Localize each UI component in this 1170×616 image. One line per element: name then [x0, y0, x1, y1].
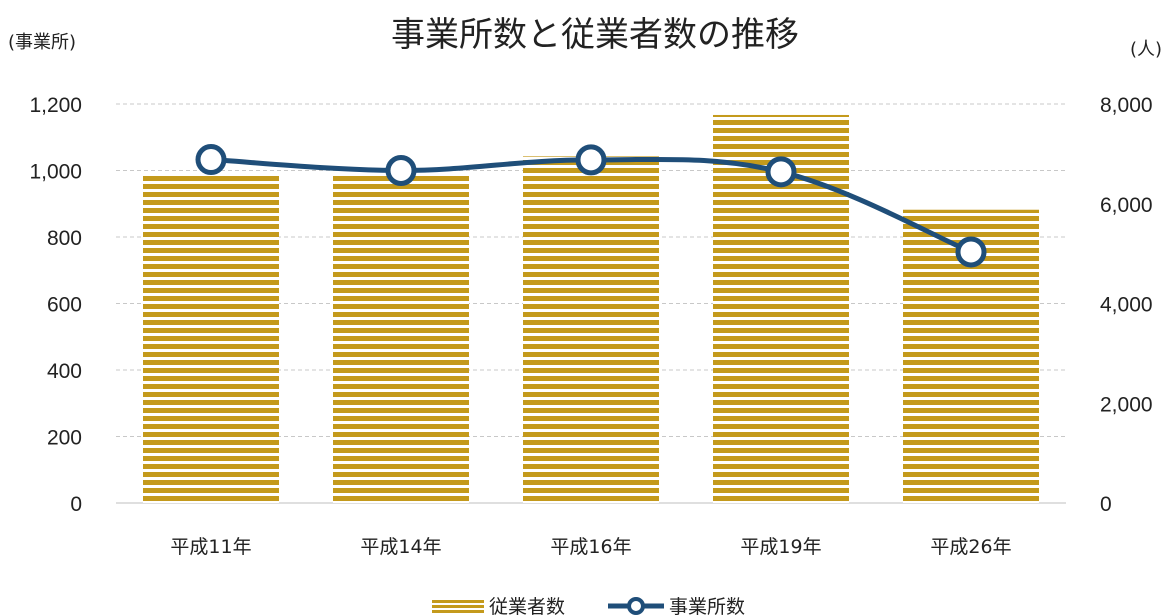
bar-平成11年: [143, 173, 279, 503]
legend-swatch-establishments-marker: [627, 597, 645, 615]
category-label: 平成11年: [170, 536, 251, 558]
category-label: 平成14年: [360, 536, 441, 558]
legend-label-establishments: 事業所数: [669, 596, 745, 616]
left-tick-label: 1,000: [29, 161, 82, 184]
point-平成26年: [955, 236, 987, 268]
right-tick-label: 6,000: [1100, 194, 1153, 217]
right-tick-label: 8,000: [1100, 94, 1153, 117]
left-tick-label: 1,200: [29, 94, 82, 117]
chart-title: 事業所数と従業者数の推移: [391, 15, 799, 55]
bar-平成16年: [523, 156, 659, 503]
legend: 従業者数 事業所数: [432, 596, 745, 616]
point-平成19年: [765, 156, 797, 188]
point-平成14年: [385, 155, 417, 186]
category-labels: 平成11年 平成14年 平成16年 平成19年 平成26年: [170, 536, 1011, 558]
left-axis-label: (事業所): [8, 32, 76, 53]
bar-平成14年: [333, 173, 469, 503]
bars-employees: [143, 114, 1039, 504]
legend-swatch-employees: [432, 599, 484, 614]
category-label: 平成26年: [930, 536, 1011, 558]
point-平成16年: [575, 144, 607, 176]
left-axis-ticks: 0 200 400 600 800 1,000 1,200: [29, 94, 82, 516]
legend-label-employees: 従業者数: [489, 596, 565, 616]
right-tick-label: 2,000: [1100, 393, 1153, 416]
right-tick-label: 0: [1100, 493, 1112, 516]
left-tick-label: 600: [47, 294, 82, 317]
left-tick-label: 800: [47, 227, 82, 250]
left-tick-label: 0: [70, 493, 82, 516]
left-tick-label: 400: [47, 360, 82, 383]
category-label: 平成19年: [740, 536, 821, 558]
line-establishments: [195, 144, 987, 268]
point-平成11年: [195, 144, 227, 176]
right-axis-label: (人): [1130, 39, 1162, 60]
right-tick-label: 4,000: [1100, 294, 1153, 317]
right-axis-ticks: 0 2,000 4,000 6,000 8,000: [1100, 94, 1153, 516]
left-tick-label: 200: [47, 427, 82, 450]
category-label: 平成16年: [550, 536, 631, 558]
